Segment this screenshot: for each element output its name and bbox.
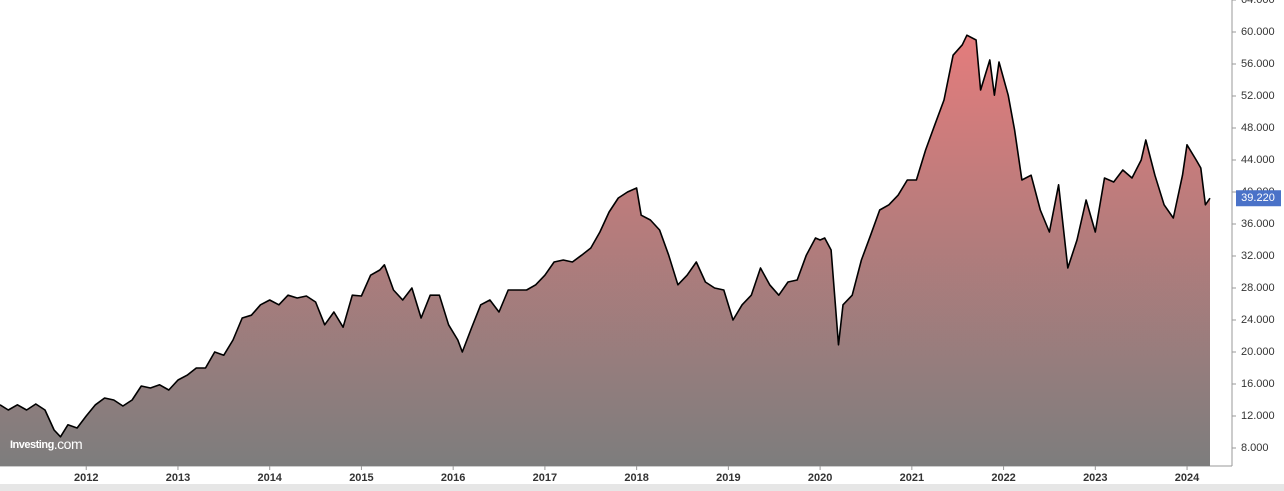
- watermark: Investing.com: [10, 436, 82, 452]
- y-tick-label: 8.000: [1241, 442, 1269, 454]
- y-tick-label: 36.000: [1241, 218, 1275, 230]
- x-tick-label: 2024: [1175, 472, 1200, 484]
- watermark-name: Investing: [10, 439, 54, 451]
- y-tick-label: 52.000: [1241, 90, 1275, 102]
- bottom-bar: [0, 484, 1284, 491]
- y-tick-label: 28.000: [1241, 282, 1275, 294]
- x-tick-label: 2018: [624, 472, 648, 484]
- watermark-suffix: .com: [54, 436, 82, 452]
- y-tick-label: 24.000: [1241, 314, 1275, 326]
- price-line: [0, 34, 1211, 438]
- y-tick-label: 32.000: [1241, 250, 1275, 262]
- y-tick-label: 64.000: [1241, 0, 1275, 6]
- y-tick-label: 20.000: [1241, 346, 1275, 358]
- y-tick-label: 44.000: [1241, 154, 1275, 166]
- last-value-label: 39.220: [1241, 192, 1275, 204]
- x-tick-label: 2013: [166, 472, 190, 484]
- x-tick-label: 2022: [991, 472, 1015, 484]
- y-tick-label: 60.000: [1241, 26, 1275, 38]
- x-tick-label: 2015: [349, 472, 373, 484]
- y-tick-label: 12.000: [1241, 410, 1275, 422]
- x-tick-label: 2012: [74, 472, 98, 484]
- y-tick-label: 48.000: [1241, 122, 1275, 134]
- x-tick-label: 2017: [533, 472, 557, 484]
- y-tick-label: 56.000: [1241, 58, 1275, 70]
- x-tick-label: 2020: [808, 472, 832, 484]
- y-tick-label: 16.000: [1241, 378, 1275, 390]
- last-value-badge: [1236, 190, 1281, 207]
- x-tick-label: 2023: [1083, 472, 1107, 484]
- x-tick-label: 2021: [900, 472, 924, 484]
- x-tick-label: 2014: [257, 472, 282, 484]
- x-tick-label: 2019: [716, 472, 740, 484]
- x-tick-label: 2016: [441, 472, 465, 484]
- area-fill: [0, 35, 1210, 466]
